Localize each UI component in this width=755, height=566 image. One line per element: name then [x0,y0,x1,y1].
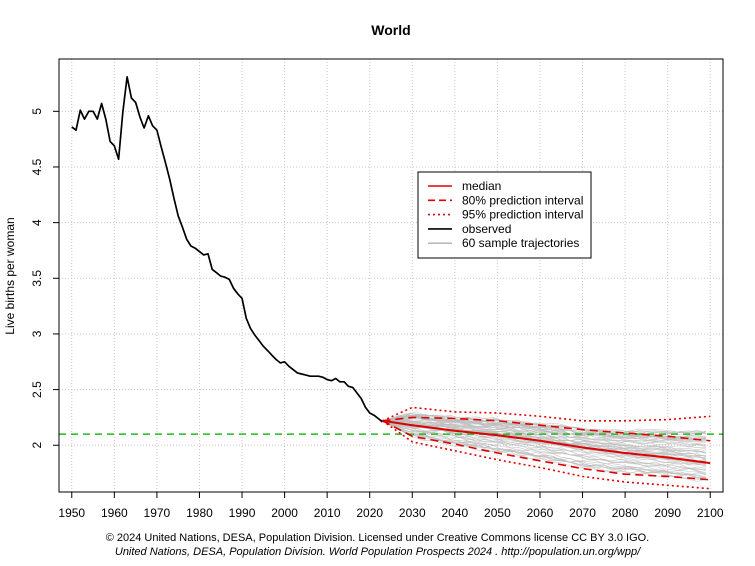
x-tick-label-2040: 2040 [441,506,468,520]
x-tick-label-2080: 2080 [612,506,639,520]
sample-trajectory-49 [382,411,707,434]
sample-trajectory-58 [382,420,707,476]
x-tick-label-1960: 1960 [101,506,128,520]
x-tick-label-2070: 2070 [569,506,596,520]
x-tick-label-1970: 1970 [144,506,171,520]
x-tick-label-2060: 2060 [527,506,554,520]
y-tick-label-2: 2 [30,442,44,449]
legend-label-4: observed [462,222,511,236]
y-tick-label-3: 3 [30,330,44,337]
y-tick-label-5: 5 [30,108,44,115]
x-tick-label-2100: 2100 [697,506,724,520]
footer-citation: United Nations, DESA, Population Divisio… [114,546,641,558]
y-tick-label-4.5: 4.5 [30,158,44,175]
pi95-upper-line [382,406,711,422]
y-tick-label-3.5: 3.5 [30,270,44,287]
x-tick-label-2020: 2020 [356,506,383,520]
plot-frame [58,58,724,493]
pi95-lower-line [382,420,711,490]
chart-title: World [371,22,410,38]
y-axis-label: Live births per woman [3,217,17,334]
sample-trajectory-60 [382,420,707,478]
median-line [382,419,711,465]
pi80-lower-line [382,420,711,481]
sample-trajectory-39 [382,415,707,442]
series-lines [71,75,711,465]
legend-label-3: 95% prediction interval [462,208,583,222]
x-tick-label-2030: 2030 [399,506,426,520]
sample-trajectory-59 [382,420,707,479]
x-tick-label-2010: 2010 [314,506,341,520]
sample-trajectory-22 [382,420,707,468]
y-tick-label-2.5: 2.5 [30,381,44,398]
legend-label-1: median [462,179,501,193]
pi80-upper-line [382,416,711,442]
sample-trajectory-33 [382,420,707,466]
sample-trajectory-52 [382,419,707,454]
y-tick-label-4: 4 [30,219,44,226]
sample-trajectory-25 [382,420,707,466]
x-tick-label-2050: 2050 [484,506,511,520]
sample-trajectory-38 [382,413,707,435]
axes: 1950 1960 1970 1980 1990 2000 2010 2020 2030 2040… [30,108,724,520]
x-tick-label-2000: 2000 [271,506,298,520]
legend-label-2: 80% prediction interval [462,193,583,207]
legend-label-5: 60 sample trajectories [462,236,579,250]
sample-trajectory-53 [382,417,707,448]
grid-lines [59,59,723,492]
x-tick-label-1950: 1950 [58,506,85,520]
x-tick-label-2090: 2090 [654,506,681,520]
x-tick-label-1990: 1990 [229,506,256,520]
sample-trajectory-26 [382,420,707,474]
observed-line [71,75,384,423]
footer-copyright: © 2024 United Nations, DESA, Population … [105,532,650,544]
prediction-intervals [382,406,711,490]
x-tick-label-1980: 1980 [186,506,213,520]
